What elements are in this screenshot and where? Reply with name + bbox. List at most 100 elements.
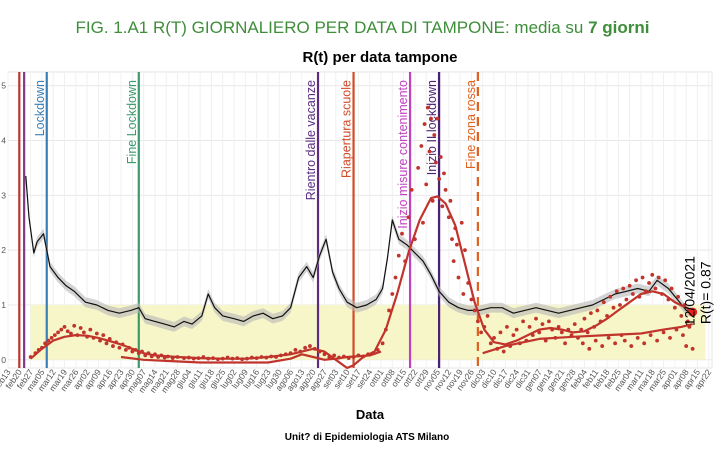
data-point xyxy=(351,355,356,359)
data-point xyxy=(635,335,640,340)
data-point xyxy=(186,355,191,360)
data-point xyxy=(28,355,33,359)
data-point xyxy=(303,345,308,350)
figure-title-bold: 7 giorni xyxy=(588,18,650,37)
data-point xyxy=(383,327,388,332)
data-point xyxy=(547,319,551,324)
data-point xyxy=(156,355,161,359)
data-point xyxy=(165,354,170,359)
data-point xyxy=(269,354,274,359)
data-point xyxy=(495,346,500,351)
data-point xyxy=(433,160,438,165)
data-point xyxy=(56,330,60,335)
data-point xyxy=(663,278,668,283)
event-label: Fine Lockdown xyxy=(125,80,139,164)
data-point xyxy=(88,327,93,332)
data-point xyxy=(127,345,132,350)
data-point xyxy=(524,338,529,343)
data-point xyxy=(446,215,451,220)
data-point xyxy=(416,166,421,170)
data-point xyxy=(254,356,259,361)
series-line xyxy=(25,176,693,328)
data-point xyxy=(427,149,432,154)
data-point xyxy=(182,356,186,361)
data-point xyxy=(424,182,429,187)
data-point xyxy=(98,338,102,343)
data-point xyxy=(293,348,298,352)
y-axis: 0 1 2 3 4 5 xyxy=(1,81,6,365)
data-point xyxy=(685,319,690,324)
data-point xyxy=(666,297,671,302)
data-point xyxy=(191,356,196,361)
data-point xyxy=(422,122,427,126)
data-point xyxy=(624,297,629,302)
data-point xyxy=(104,341,109,346)
data-point xyxy=(451,259,456,264)
data-point xyxy=(669,286,674,291)
data-point xyxy=(621,286,626,291)
data-point xyxy=(634,278,639,283)
event-label: Rientro dalle vacanze xyxy=(304,80,318,200)
data-point xyxy=(312,346,317,351)
data-point xyxy=(642,341,647,346)
data-point xyxy=(211,356,215,361)
data-point xyxy=(469,297,474,302)
data-point xyxy=(582,316,587,321)
data-point xyxy=(660,292,664,296)
data-point xyxy=(521,319,525,324)
data-point xyxy=(466,281,471,285)
data-point xyxy=(580,341,585,346)
data-point xyxy=(618,303,622,307)
data-point xyxy=(587,346,592,351)
data-point xyxy=(421,220,425,225)
data-point xyxy=(403,259,408,264)
data-point xyxy=(65,329,70,334)
data-point xyxy=(36,348,41,352)
event-label: Riapertura scuole xyxy=(340,80,354,178)
data-point xyxy=(585,330,590,335)
data-point xyxy=(249,355,254,360)
data-point xyxy=(356,353,361,358)
figure-footer: Unit? di Epidemiologia ATS Milano xyxy=(285,432,449,443)
data-point xyxy=(543,338,548,343)
data-point xyxy=(672,305,677,310)
data-point xyxy=(598,319,603,324)
data-point xyxy=(206,356,211,361)
data-point xyxy=(435,116,440,121)
data-point xyxy=(650,272,655,277)
data-point xyxy=(438,155,443,159)
data-point xyxy=(406,215,411,220)
data-point xyxy=(59,327,64,332)
data-point xyxy=(653,286,658,291)
data-point xyxy=(681,333,685,338)
series-layer xyxy=(25,105,695,370)
data-point xyxy=(341,354,346,359)
data-point xyxy=(514,327,519,332)
data-point xyxy=(448,198,453,203)
data-point xyxy=(149,354,154,359)
figure-title-main: FIG. 1.A1 R(T) GIORNALIERO PER DATA DI T… xyxy=(75,18,589,37)
data-point xyxy=(196,356,201,361)
data-point xyxy=(130,349,135,354)
data-point xyxy=(298,349,303,354)
data-point xyxy=(595,308,600,313)
data-point xyxy=(530,333,535,338)
data-point xyxy=(387,308,391,313)
data-point xyxy=(75,333,80,338)
data-point xyxy=(640,275,645,280)
data-point xyxy=(442,171,446,176)
data-point xyxy=(463,248,467,253)
data-point xyxy=(687,324,692,329)
data-point xyxy=(619,333,624,338)
data-point xyxy=(230,356,235,361)
data-point xyxy=(117,345,122,350)
data-point xyxy=(601,300,606,305)
data-point xyxy=(432,133,437,137)
data-point xyxy=(461,292,466,296)
data-point xyxy=(235,356,240,361)
data-point xyxy=(259,355,264,359)
data-point xyxy=(322,352,327,357)
data-point xyxy=(153,352,157,357)
y-tick-label: 4 xyxy=(1,136,6,146)
